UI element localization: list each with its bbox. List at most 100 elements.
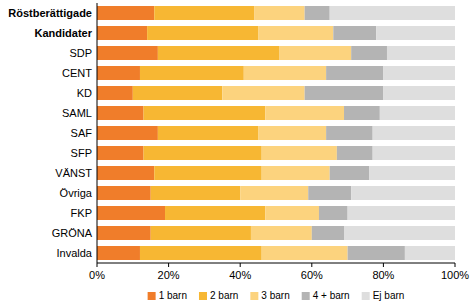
bar [262,166,330,180]
tick-label: 0% [89,269,105,281]
bar [165,206,265,220]
bar [151,226,251,240]
legend-item: Ej barn [362,290,405,301]
bar [147,26,258,40]
bar [405,246,455,260]
bar [344,226,455,240]
bar [97,146,144,160]
tick [311,263,312,267]
bars [97,6,455,260]
bar [312,226,344,240]
bar [97,106,144,120]
tick [168,263,169,267]
bar [387,46,455,60]
bar [154,166,261,180]
bar [380,106,455,120]
bar [97,6,154,20]
legend-label: 3 barn [261,290,289,301]
tick [240,263,241,267]
bar [376,26,455,40]
bar [348,246,405,260]
legend-swatch [199,292,207,300]
y-axis [97,3,98,263]
bar [344,106,380,120]
bar [373,126,455,140]
tick-label: 100% [441,269,469,281]
legend-label: 1 barn [159,290,187,301]
bar [333,26,376,40]
bar [151,186,241,200]
chart: Röstberättigade Kandidater SDP CENT KD SAML SA… [0,0,471,304]
category-label: Övriga [60,187,93,199]
bar [262,146,337,160]
bar [97,246,140,260]
tick-label: 60% [301,269,323,281]
legend-label: 2 barn [210,290,238,301]
bar [330,166,369,180]
bar [308,186,351,200]
category-label: GRÖNA [52,227,93,239]
legend-label: Ej barn [373,290,405,301]
bar [97,166,154,180]
category-label: VÄNST [55,167,92,179]
bar [330,6,455,20]
bar [348,206,455,220]
x-axis [97,263,455,264]
bar [97,86,133,100]
category-label: SDP [69,47,92,59]
bar [140,66,244,80]
bar [222,86,304,100]
category-label: CENT [62,67,92,79]
category-label: Kandidater [35,27,93,39]
bar [158,46,280,60]
bar [158,126,258,140]
bar [280,46,352,60]
bar [383,86,455,100]
bar [144,146,262,160]
bar [133,86,223,100]
tick [97,263,98,267]
legend-item: 1 barn [148,290,187,301]
bar [351,186,455,200]
legend-swatch [250,292,258,300]
bar [319,206,348,220]
legend: 1 barn 2 barn 3 barn 4 + barn Ej barn [148,290,405,301]
tick-label: 80% [372,269,394,281]
bar [258,26,333,40]
bar [255,6,305,20]
bar [326,126,373,140]
bar [369,166,455,180]
bar [305,6,330,20]
category-label: SFP [71,147,92,159]
legend-swatch [148,292,156,300]
tick-label: 20% [158,269,180,281]
bar [144,106,266,120]
bar [97,186,151,200]
bar [262,246,348,260]
bar [326,66,383,80]
category-label: Röstberättigade [8,7,92,19]
category-label: SAF [71,127,93,139]
bar [97,26,147,40]
legend-swatch [362,292,370,300]
bar [258,126,326,140]
legend-swatch [302,292,310,300]
category-label: SAML [62,107,92,119]
legend-label: 4 + barn [313,290,350,301]
bar [97,226,151,240]
bar [240,186,308,200]
tick [383,263,384,267]
bar [383,66,455,80]
category-label: KD [77,87,92,99]
legend-item: 4 + barn [302,290,350,301]
bar [97,46,158,60]
category-label: Invalda [57,247,93,259]
bar [244,66,326,80]
bar [140,246,262,260]
category-label: FKP [71,207,92,219]
bar [351,46,387,60]
bar [97,206,165,220]
bar [265,206,319,220]
legend-item: 3 barn [250,290,289,301]
bar [154,6,254,20]
